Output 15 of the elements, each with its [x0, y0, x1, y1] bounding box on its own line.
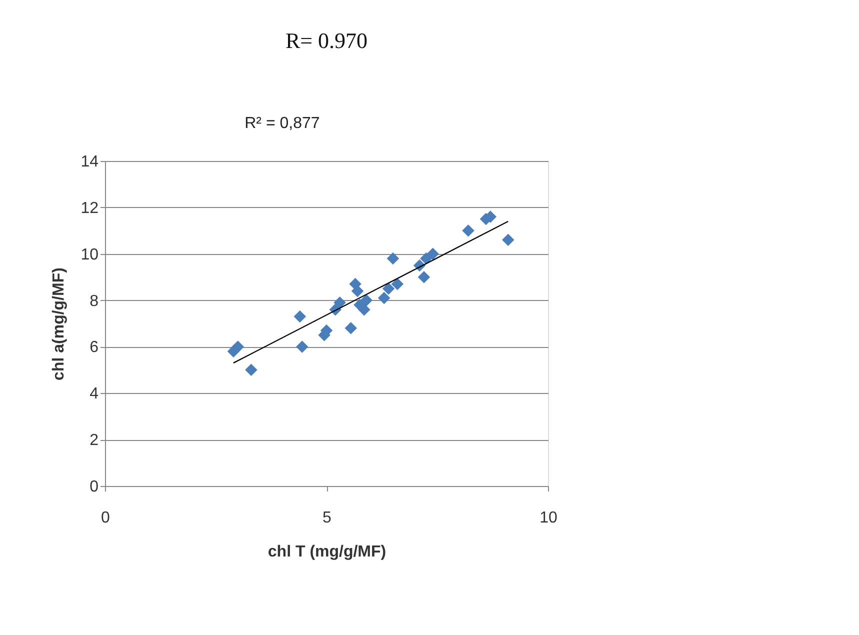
y-tick-label: 8	[90, 292, 99, 310]
y-tick-label: 6	[90, 339, 99, 356]
y-axis-title: chl a(mg/g/MF)	[50, 268, 68, 380]
x-tick-label: 5	[322, 510, 332, 526]
text: R² = 0,877	[244, 115, 320, 132]
y-tick-label: 0	[90, 478, 99, 496]
y-tick-label: 14	[80, 154, 99, 170]
x-tick-label: 0	[101, 510, 110, 526]
x-axis-title: chl T (mg/g/MF)	[268, 544, 386, 560]
y-tick-label: 2	[90, 432, 99, 450]
y-tick-label: 12	[80, 200, 99, 217]
x-tick-label: 10	[540, 510, 558, 526]
y-tick-label: 4	[90, 386, 99, 403]
y-tick-label: 10	[80, 246, 99, 264]
chart-title: R= 0.970	[285, 28, 368, 53]
